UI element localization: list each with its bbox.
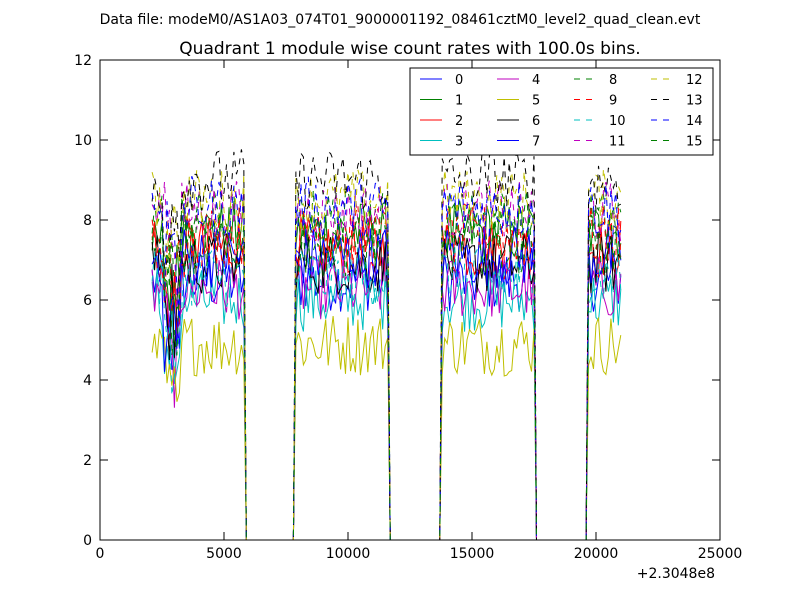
series-line-15 [151, 212, 622, 540]
legend-entry-4: 4 [497, 73, 540, 88]
series-line-1 [151, 200, 622, 540]
legend-label-5: 5 [532, 94, 540, 109]
legend-label-9: 9 [609, 94, 617, 109]
legend-label-11: 11 [609, 135, 626, 150]
y-tick-label-1: 2 [83, 453, 92, 469]
legend-label-6: 6 [532, 114, 540, 129]
x-tick-label-0: 0 [96, 546, 105, 562]
x-tick-label-1: 5000 [206, 546, 242, 562]
legend-entry-6: 6 [497, 114, 540, 129]
series-line-7 [151, 225, 622, 540]
plot-area [151, 149, 622, 540]
series-line-8 [151, 189, 622, 540]
series-line-5 [151, 316, 622, 540]
legend-entry-14: 14 [651, 114, 703, 129]
legend-label-14: 14 [686, 114, 703, 129]
y-tick-label-5: 10 [74, 133, 92, 149]
legend-entry-12: 12 [651, 73, 703, 88]
series-line-9 [151, 203, 622, 540]
legend-entry-2: 2 [420, 114, 463, 129]
x-tick-label-2: 10000 [326, 546, 371, 562]
x-tick-label-5: 25000 [698, 546, 743, 562]
x-offset-label: +2.3048e8 [637, 566, 715, 582]
y-tick-label-4: 8 [83, 213, 92, 229]
series-line-6 [151, 232, 622, 540]
data-file-label: Data file: modeM0/AS1A03_074T01_90000011… [100, 12, 701, 28]
legend-label-15: 15 [686, 135, 703, 150]
legend-label-12: 12 [686, 73, 703, 88]
x-tick-label-4: 20000 [574, 546, 619, 562]
legend-label-10: 10 [609, 114, 626, 129]
legend-entry-15: 15 [651, 135, 703, 150]
series-line-14 [151, 176, 622, 540]
x-tick-label-3: 15000 [450, 546, 495, 562]
legend-entry-5: 5 [497, 94, 540, 109]
legend-label-2: 2 [455, 114, 463, 129]
legend-label-8: 8 [609, 73, 617, 88]
legend-entry-13: 13 [651, 94, 703, 109]
legend-label-13: 13 [686, 94, 703, 109]
legend-entry-1: 1 [420, 94, 463, 109]
legend-entry-10: 10 [574, 114, 626, 129]
legend-entry-9: 9 [574, 94, 617, 109]
legend-entry-11: 11 [574, 135, 626, 150]
y-tick-label-2: 4 [83, 373, 92, 389]
legend-label-1: 1 [455, 94, 463, 109]
legend-entry-8: 8 [574, 73, 617, 88]
legend-label-3: 3 [455, 135, 463, 150]
y-tick-label-6: 12 [74, 53, 92, 69]
legend-entry-0: 0 [420, 73, 463, 88]
legend-label-7: 7 [532, 135, 540, 150]
legend-entry-3: 3 [420, 135, 463, 150]
legend-box [409, 67, 714, 156]
series-line-3 [151, 269, 622, 540]
legend-label-0: 0 [455, 73, 463, 88]
series-line-10 [151, 242, 622, 540]
chart-title: Quadrant 1 module wise count rates with … [179, 39, 640, 59]
y-tick-label-3: 6 [83, 293, 92, 309]
legend-entry-7: 7 [497, 135, 540, 150]
y-tick-label-0: 0 [83, 533, 92, 549]
legend-label-4: 4 [532, 73, 540, 88]
